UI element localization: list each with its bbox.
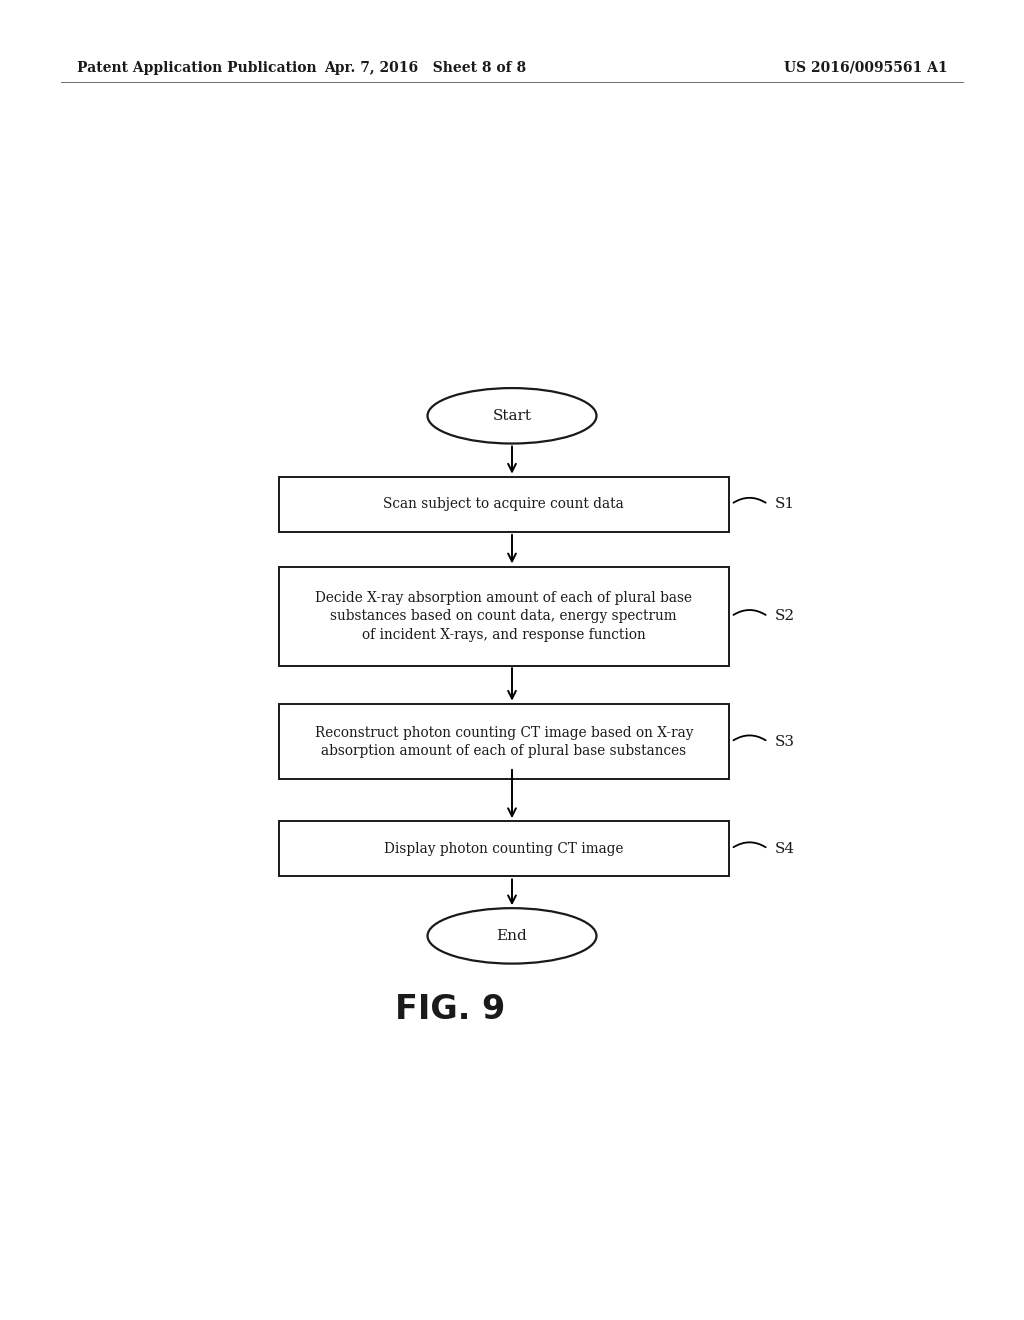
Text: Reconstruct photon counting CT image based on X-ray
absorption amount of each of: Reconstruct photon counting CT image bas…: [314, 726, 693, 758]
Text: Apr. 7, 2016   Sheet 8 of 8: Apr. 7, 2016 Sheet 8 of 8: [324, 61, 526, 75]
FancyBboxPatch shape: [279, 705, 729, 779]
Text: Display photon counting CT image: Display photon counting CT image: [384, 842, 624, 855]
FancyBboxPatch shape: [279, 821, 729, 876]
Text: Start: Start: [493, 409, 531, 422]
Text: Patent Application Publication: Patent Application Publication: [77, 61, 316, 75]
Text: S2: S2: [775, 610, 796, 623]
Text: Decide X-ray absorption amount of each of plural base
substances based on count : Decide X-ray absorption amount of each o…: [315, 591, 692, 642]
Text: FIG. 9: FIG. 9: [395, 993, 506, 1027]
Text: Scan subject to acquire count data: Scan subject to acquire count data: [383, 498, 625, 511]
Text: End: End: [497, 929, 527, 942]
Ellipse shape: [428, 908, 596, 964]
FancyBboxPatch shape: [279, 568, 729, 665]
FancyBboxPatch shape: [279, 477, 729, 532]
Text: US 2016/0095561 A1: US 2016/0095561 A1: [783, 61, 947, 75]
Text: S3: S3: [775, 735, 796, 748]
Text: S1: S1: [775, 498, 796, 511]
Text: S4: S4: [775, 842, 796, 855]
Ellipse shape: [428, 388, 596, 444]
